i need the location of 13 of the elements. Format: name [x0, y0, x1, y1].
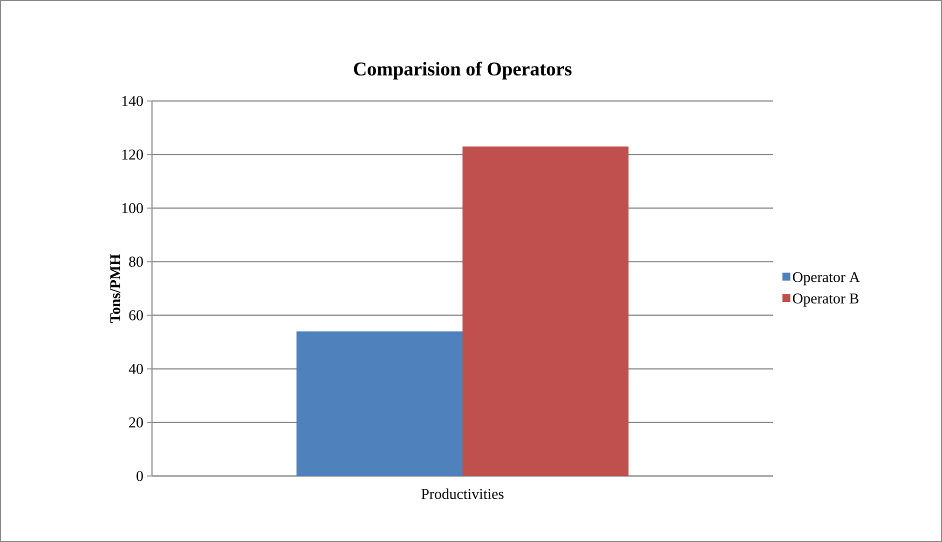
- x-tick-label: Productivities: [421, 488, 504, 500]
- legend-label: Operator A: [792, 272, 860, 286]
- y-tick-label: 140: [122, 96, 143, 106]
- y-tick-label: 80: [129, 256, 143, 267]
- y-axis-title: Tons/PMH: [110, 254, 120, 323]
- y-tick-label: 100: [122, 203, 143, 214]
- legend-label: Operator B: [792, 293, 858, 307]
- y-tick-label: 0: [136, 470, 143, 482]
- y-tick-label: 120: [122, 150, 143, 160]
- y-tick-label: 20: [129, 417, 143, 428]
- y-tick-label: 60: [129, 310, 143, 320]
- y-tick-label: 40: [128, 364, 143, 374]
- chart-title: Comparision of Operators: [354, 62, 572, 80]
